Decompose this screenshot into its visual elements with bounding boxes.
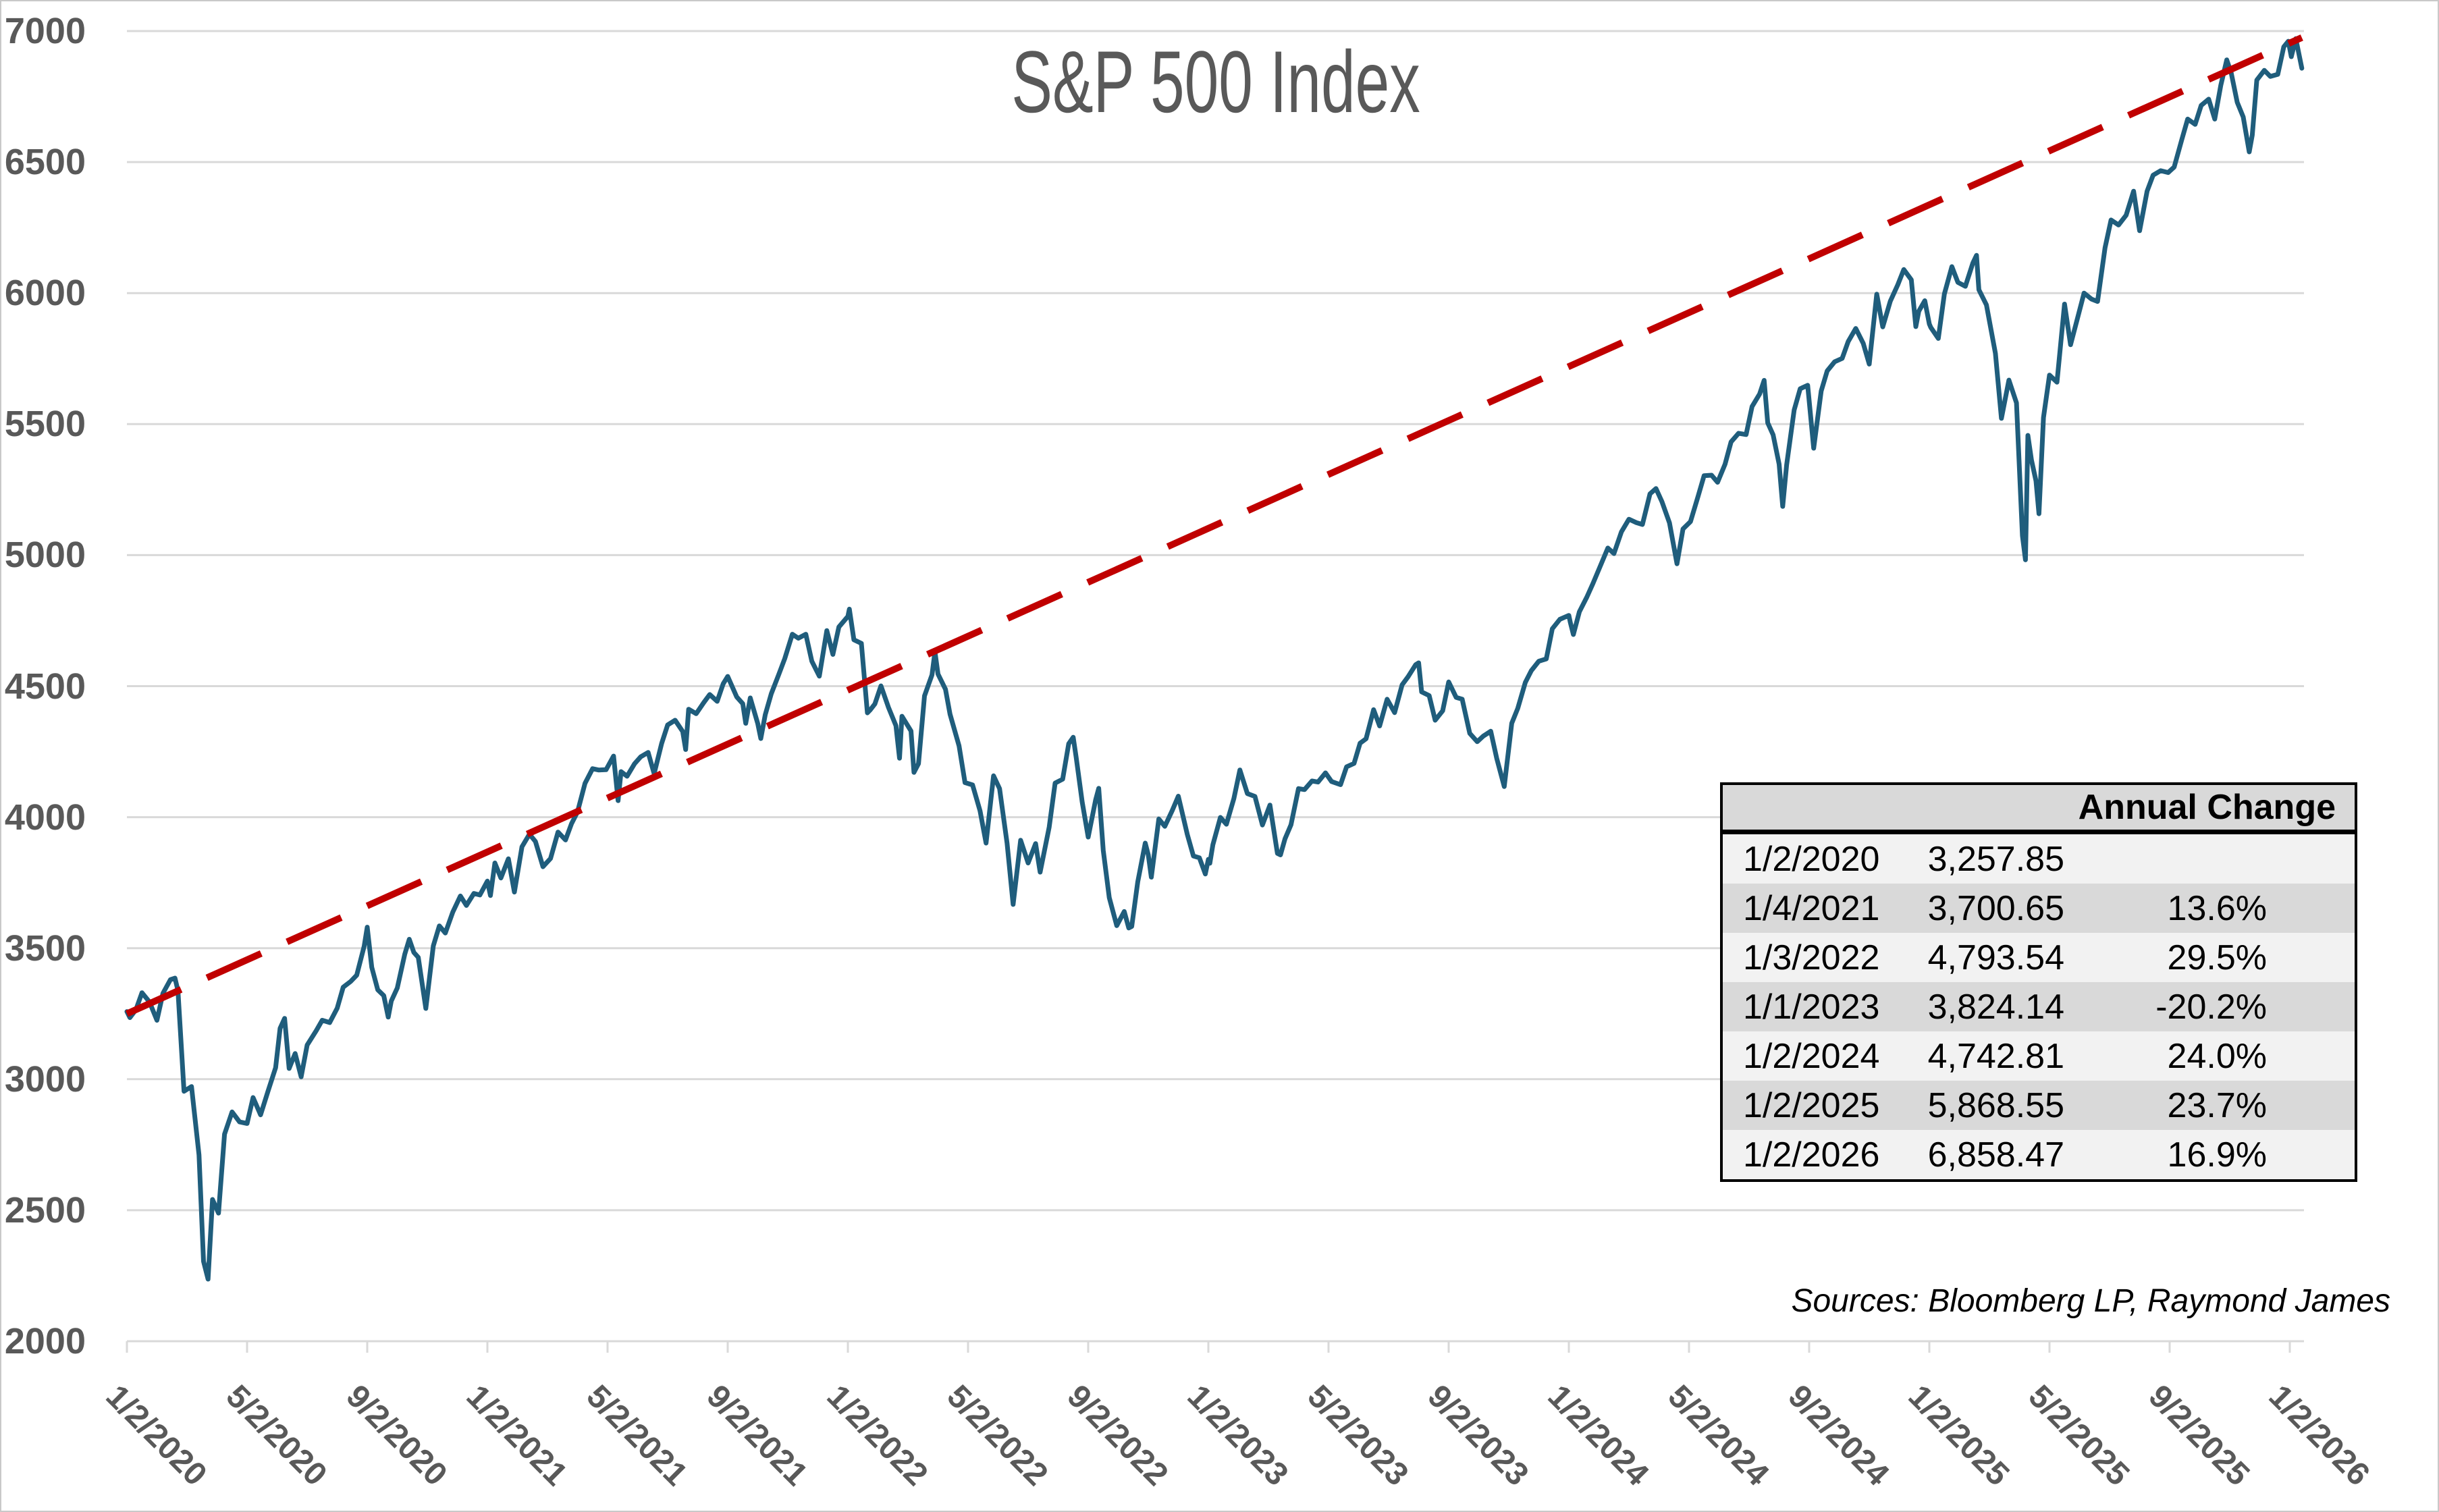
table-row: 1/2/2020 3,257.85 xyxy=(1723,834,2355,884)
table-row: 1/3/2022 4,793.54 29.5% xyxy=(1723,933,2355,982)
cell-date: 1/4/2021 xyxy=(1743,888,1880,928)
annual-change-table: Annual Change 1/2/2020 3,257.85 1/4/2021 3,… xyxy=(1720,782,2357,1182)
sources-note: Sources: Bloomberg LP, Raymond James xyxy=(1791,1283,2390,1319)
cell-change: 24.0% xyxy=(2167,1036,2267,1076)
cell-value: 4,742.81 xyxy=(1927,1036,2064,1076)
y-axis-label: 4000 xyxy=(4,796,86,838)
y-axis-label: 6000 xyxy=(4,273,86,314)
cell-date: 1/2/2024 xyxy=(1743,1036,1880,1076)
table-row: 1/2/2025 5,868.55 23.7% xyxy=(1723,1081,2355,1130)
cell-value: 5,868.55 xyxy=(1927,1085,2064,1125)
cell-value: 3,257.85 xyxy=(1927,839,2064,879)
table-header: Annual Change xyxy=(1723,785,2355,834)
y-axis-label: 6500 xyxy=(4,142,86,183)
y-axis-label: 3000 xyxy=(4,1058,86,1100)
table-row: 1/1/2023 3,824.14 -20.2% xyxy=(1723,982,2355,1031)
cell-date: 1/3/2022 xyxy=(1743,938,1880,977)
cell-date: 1/1/2023 xyxy=(1743,987,1880,1027)
y-axis-label: 3500 xyxy=(4,927,86,969)
cell-value: 6,858.47 xyxy=(1927,1135,2064,1174)
y-axis-label: 2500 xyxy=(4,1189,86,1231)
cell-value: 3,700.65 xyxy=(1927,888,2064,928)
trend-line xyxy=(125,34,2303,1017)
table-row: 1/4/2021 3,700.65 13.6% xyxy=(1723,884,2355,933)
sp500-line-series xyxy=(124,36,2305,1282)
cell-value: 4,793.54 xyxy=(1927,938,2064,977)
chart-title: S&P 500 Index xyxy=(1011,32,1420,131)
cell-change: 23.7% xyxy=(2167,1085,2267,1125)
cell-change: 16.9% xyxy=(2167,1135,2267,1174)
y-axis-label: 2000 xyxy=(4,1321,86,1361)
y-axis-label: 4500 xyxy=(4,666,86,707)
cell-date: 1/2/2026 xyxy=(1743,1135,1880,1174)
y-axis-label: 7000 xyxy=(4,11,86,51)
cell-date: 1/2/2020 xyxy=(1743,839,1880,879)
cell-change: 29.5% xyxy=(2167,938,2267,977)
table-row: 1/2/2024 4,742.81 24.0% xyxy=(1723,1031,2355,1081)
y-axis-label: 5500 xyxy=(4,404,86,445)
y-axis-label: 5000 xyxy=(4,535,86,576)
table-body: 1/2/2020 3,257.85 1/4/2021 3,700.65 13.6% 1/3… xyxy=(1723,834,2355,1179)
cell-change: -20.2% xyxy=(2155,987,2267,1027)
cell-date: 1/2/2025 xyxy=(1743,1085,1880,1125)
table-row: 1/2/2026 6,858.47 16.9% xyxy=(1723,1130,2355,1179)
cell-value: 3,824.14 xyxy=(1927,987,2064,1027)
cell-change: 13.6% xyxy=(2167,888,2267,928)
